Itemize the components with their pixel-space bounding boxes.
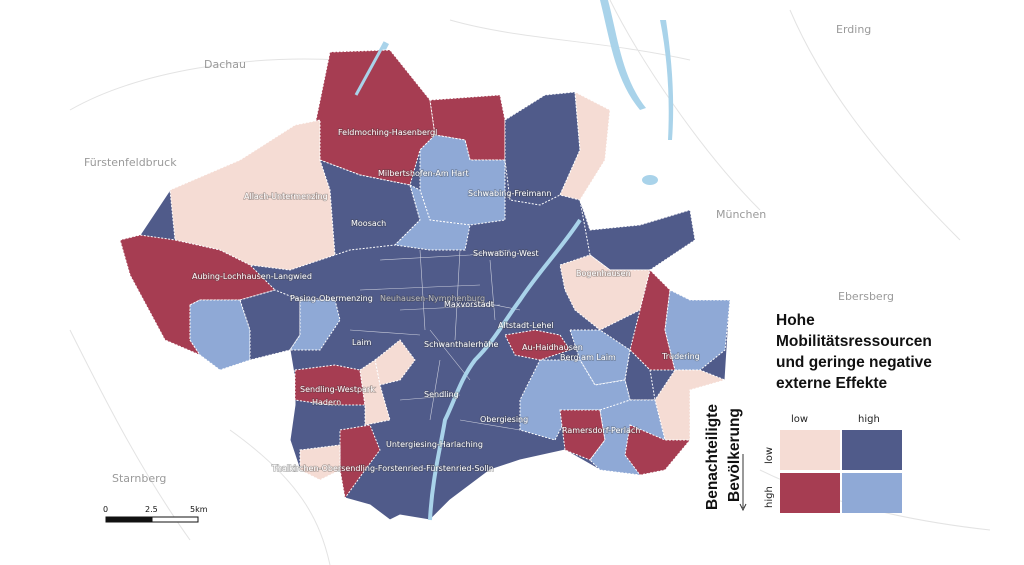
district-label-allach: Allach-Untermenzing <box>244 192 328 201</box>
district-aubing-south <box>189 299 251 371</box>
district-label-berg-am-laim: Berg am Laim <box>560 353 616 362</box>
scale-label-0: 0 <box>103 505 109 514</box>
town-label-dachau: Dachau <box>204 58 246 71</box>
district-label-obergiesing: Obergiesing <box>480 415 528 424</box>
district-bogenhausen <box>579 199 696 271</box>
legend-row-high: high <box>764 486 775 508</box>
district-label-bogenhausen: Bogenhausen <box>576 269 631 278</box>
legend-title-line-1: Hohe <box>776 312 815 329</box>
town-label-erding: Erding <box>836 23 871 36</box>
district-au-haidhausen <box>504 329 571 361</box>
scale-bar <box>105 516 199 523</box>
legend-cell-low-low <box>780 430 840 470</box>
legend-cell-high-high <box>842 473 902 513</box>
district-polygons <box>119 49 731 500</box>
feldmoching-lake <box>354 41 387 96</box>
district-label-sendling-westpark: Sendling-Westpark <box>300 385 375 394</box>
district-schwabing-freimann <box>504 91 581 206</box>
district-westpark-e <box>359 359 391 426</box>
district-label-thalkirchen: Thalkirchen-Obersendling-Forstenried-Für… <box>271 464 494 473</box>
town-label-fuerstenfeldbruck: Fürstenfeldbruck <box>84 156 177 169</box>
district-label-laim: Laim <box>352 338 372 347</box>
district-pasing-b <box>289 299 341 351</box>
legend-cell-low-high <box>842 430 902 470</box>
district-milbertshofen-b <box>419 134 506 226</box>
legend-title-line-3: und geringe negative <box>776 354 932 371</box>
town-label-ebersberg: Ebersberg <box>838 290 894 303</box>
district-label-altstadt: Altstadt-Lehel <box>498 321 554 330</box>
district-label-pasing: Pasing-Obermenzing <box>290 294 373 303</box>
district-pasing <box>239 289 301 361</box>
legend-title-line-4: externe Effekte <box>776 375 888 392</box>
district-label-untergiesing: Untergiesing-Harlaching <box>386 440 483 449</box>
legend-y-axis: Benachteiligte Bevölkerung <box>700 388 760 512</box>
scale-label-2-5: 2.5 <box>145 505 158 514</box>
district-feldmoching <box>314 49 436 186</box>
district-label-feldmoching: Feldmoching-Hasenbergl <box>338 128 437 137</box>
legend-title: Hohe Mobilitätsressourcen und geringe ne… <box>776 310 976 394</box>
district-label-neuhausen: Neuhausen-Nymphenburg <box>380 294 485 303</box>
district-label-maxvorstadt: Maxvorstadt <box>444 300 494 309</box>
core-boundaries <box>349 249 521 431</box>
legend-row-low: low <box>764 446 775 464</box>
district-moosach-b <box>393 184 471 251</box>
district-label-trudering: Trudering <box>661 352 700 361</box>
legend-col-high: high <box>858 414 880 425</box>
district-perlach-s <box>624 424 692 476</box>
region-outline <box>69 0 991 565</box>
legend-col-low: low <box>791 414 809 425</box>
district-label-schwabing-west: Schwabing-West <box>473 249 539 258</box>
legend-cell-high-low <box>780 473 840 513</box>
isar-river <box>428 218 582 521</box>
district-label-au-haidhausen: Au-Haidhausen <box>522 343 583 352</box>
district-ramersdorf-b <box>559 409 606 461</box>
district-trudering <box>664 289 731 371</box>
district-label-sendling: Sendling <box>424 390 459 399</box>
district-label-moosach: Moosach <box>351 219 386 228</box>
town-label-starnberg: Starnberg <box>112 472 166 485</box>
district-aubing <box>119 234 276 357</box>
district-label-aubing: Aubing-Lochhausen-Langwied <box>192 272 312 281</box>
town-label-muenchen: München <box>716 208 766 221</box>
legend-y-title-line-1: Benachteiligte <box>704 404 721 510</box>
district-label-hadern: Hadern <box>312 398 341 407</box>
district-label-schwabing-freimann: Schwabing-Freimann <box>468 189 551 198</box>
district-label-ramersdorf: Ramersdorf-Perlach <box>562 426 640 435</box>
district-label-schwanthalerhoehe: Schwanthalerhöhe <box>424 340 499 349</box>
district-label-milbertshofen: Milbertshofen-Am Hart <box>378 169 469 178</box>
legend-y-arrow <box>739 454 747 512</box>
scale-label-5km: 5km <box>190 505 208 514</box>
district-thalkirchen-w <box>299 444 341 481</box>
district-sendling-westpark <box>294 364 366 406</box>
legend-title-line-2: Mobilitätsressourcen <box>776 333 932 350</box>
district-milbertshofen <box>429 94 506 161</box>
